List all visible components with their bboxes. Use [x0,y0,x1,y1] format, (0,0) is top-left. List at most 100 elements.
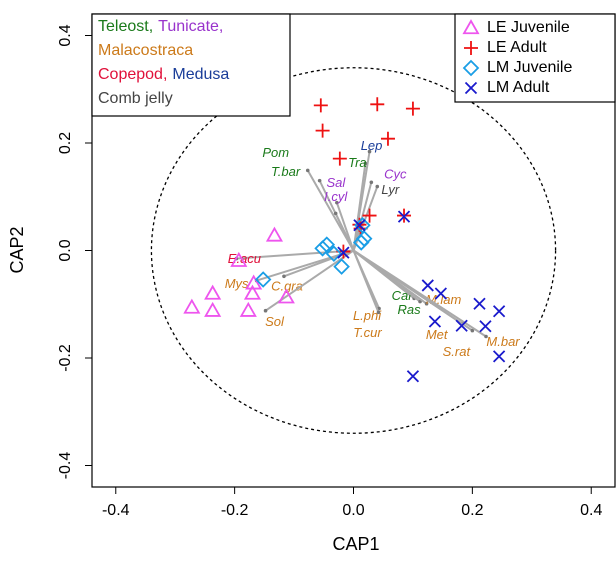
group-legend-row: Teleost, Tunicate, [98,18,223,35]
point [254,271,272,288]
group-legend-entry: Medusa [172,66,229,83]
point [380,131,395,146]
vector-tip [424,301,429,306]
x-tick-label: 0.4 [580,502,602,519]
point [492,305,506,318]
vector-label: Tra [348,155,367,170]
point [265,226,284,242]
vector-tip [317,178,322,183]
vector-tip [376,310,381,315]
vector-tip [367,149,372,154]
x-tick-label: -0.2 [221,502,249,519]
group-legend-entry: Copepod, [98,66,167,83]
y-tick-label: -0.4 [57,452,74,480]
biplot-vector [306,169,355,251]
vector-label: E.acu [228,251,261,266]
group-legend-entry: Teleost, [98,18,153,35]
group-legend-row: Malacostraca [98,42,193,59]
vector-tip [470,328,475,333]
vector-label: M.bar [486,334,520,349]
group-legend-entry: Malacostraca [98,42,193,59]
y-tick-label: -0.2 [57,344,74,372]
legend-box [454,13,616,103]
y-axis-title: CAP2 [7,226,27,273]
biplot-vector [334,212,355,251]
vector-tip [484,334,488,339]
point [314,240,331,257]
vector-tip [263,308,268,313]
vector-tip [363,161,368,166]
vector-label: Sol [265,314,285,329]
correlation-circle [150,67,557,434]
point [337,246,350,259]
point [243,284,262,300]
vector-label: Mys [225,276,249,291]
vector-tip [305,168,310,173]
vector-label: Met [426,327,449,342]
vector-label: S.rat [443,344,472,359]
group-legend-row: Copepod, Medusa [98,66,229,83]
point [428,315,442,328]
vector-label: L.phi [353,308,382,323]
group-legend-entry: Comb jelly [98,90,173,107]
group-legend-row: Comb jelly [98,90,173,107]
vector-label: M.lam [426,292,462,307]
legend-label: LM Juvenile [487,59,572,76]
biplot-vector [352,250,380,313]
group-legend-entry: Tunicate, [158,18,223,35]
vector-tip [375,184,380,189]
point [421,279,434,292]
point [492,350,506,363]
vector-label: Ras [398,302,422,317]
x-tick-label: 0.0 [342,502,364,519]
x-axis-title: CAP1 [332,534,379,554]
point [370,97,385,112]
legend-label: LE Juvenile [487,19,570,36]
point [183,298,201,314]
y-tick-label: 0.0 [57,239,74,261]
legend-label: LE Adult [487,39,547,56]
point [455,319,468,332]
vector-tip [333,211,338,216]
point [315,123,330,138]
point [406,370,420,383]
x-tick-label: 0.2 [461,502,483,519]
point [473,297,486,310]
vector-label: I.cyl [324,189,348,204]
biplot-vector [352,163,367,251]
point [353,219,366,232]
vector-label: Car [392,288,414,303]
biplot-vector [352,249,487,338]
point [462,59,480,77]
group-legend-box [91,13,291,117]
y-tick-label: 0.2 [57,132,74,154]
point [332,151,347,166]
point [313,98,328,113]
point [434,287,448,300]
vector-tip [335,200,339,205]
point [325,245,343,262]
vector-label: Sal [326,175,346,190]
y-tick-label: 0.4 [57,24,74,46]
vector-label: Pom [262,145,289,160]
point [479,320,492,333]
point [204,284,222,300]
point [462,19,480,35]
x-tick-label: -0.4 [102,502,130,519]
vector-tip [369,180,374,185]
vector-tip [282,274,286,279]
point [239,301,257,317]
point [352,234,370,251]
biplot-vector [236,249,354,260]
vector-label: Lep [361,138,383,153]
point [397,210,411,223]
vector-label: T.bar [271,164,301,179]
vector-label: Cyc [384,167,407,182]
legend-label: LM Adult [487,79,550,96]
vector-label: T.cur [353,325,382,340]
point [405,101,420,116]
point [230,251,248,267]
